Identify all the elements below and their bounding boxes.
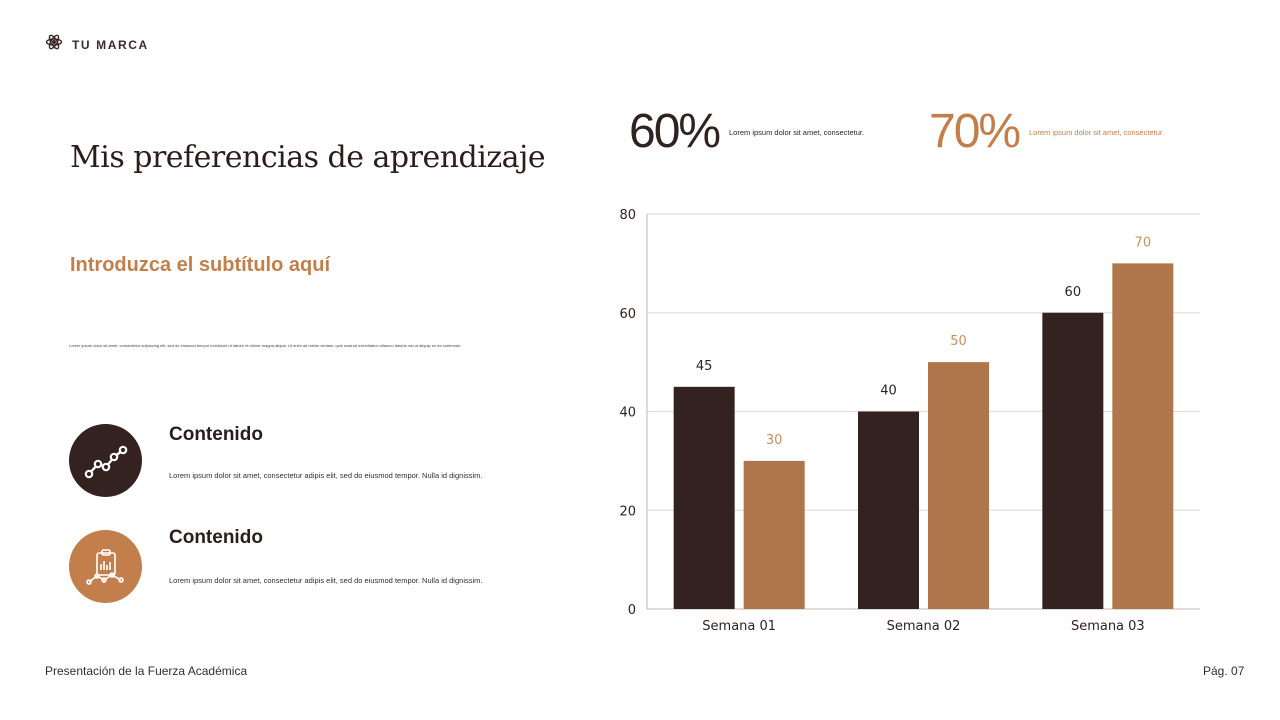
y-tick-label: 40 [619,406,636,421]
y-tick-label: 0 [628,603,636,618]
x-tick-label: Semana 03 [1071,619,1145,634]
item-icon-container-1 [69,424,142,497]
page-subtitle: Introduzca el subtítulo aquí [70,254,330,276]
trend-line-icon [84,445,127,478]
brand: TU MARCA [45,33,149,56]
y-tick-label: 80 [619,208,636,223]
bar [743,460,805,609]
x-tick-label: Semana 02 [887,619,961,634]
page-title: Mis preferencias de aprendizaje [70,140,546,175]
bar [1112,263,1174,609]
bar [928,362,989,609]
stat-desc-1: Lorem ipsum dolor sit amet, consectetur. [729,128,865,137]
item-title-2: Contenido [169,527,263,548]
data-label: 60 [1065,285,1082,300]
stat-value-2: 70% [929,105,1021,158]
data-label: 40 [880,384,897,399]
clipboard-chart-icon [85,548,124,585]
stat-desc-2: Lorem ipsum dolor sit amet, consectetur. [1029,128,1165,137]
bar [858,411,919,609]
brand-name: TU MARCA [72,37,149,52]
atom-gear-icon [45,33,63,56]
y-tick-label: 60 [619,307,636,322]
item-title-1: Contenido [169,424,263,445]
data-label: 50 [950,334,967,349]
x-tick-label: Semana 01 [702,619,776,634]
bar [1042,312,1104,609]
item-icon-container-2 [69,530,142,603]
data-label: 30 [766,433,783,448]
footer-page-number: Pág. 07 [1203,664,1245,678]
item-text-1: Lorem ipsum dolor sit amet, consectetur … [169,471,483,480]
bar [673,386,735,609]
body-paragraph: Lorem ipsum dolor sit amet, consectetur … [69,343,462,348]
stat-value-1: 60% [629,105,721,158]
data-label: 70 [1135,235,1152,250]
data-label: 45 [696,359,713,374]
footer-presentation-title: Presentación de la Fuerza Académica [45,664,248,678]
bar-chart: 0 20 40 60 80 45 30 Semana 01 40 50 Semana 02 60 70 S… [619,208,1200,634]
y-tick-label: 20 [619,504,636,519]
item-text-2: Lorem ipsum dolor sit amet, consectetur … [169,576,483,585]
